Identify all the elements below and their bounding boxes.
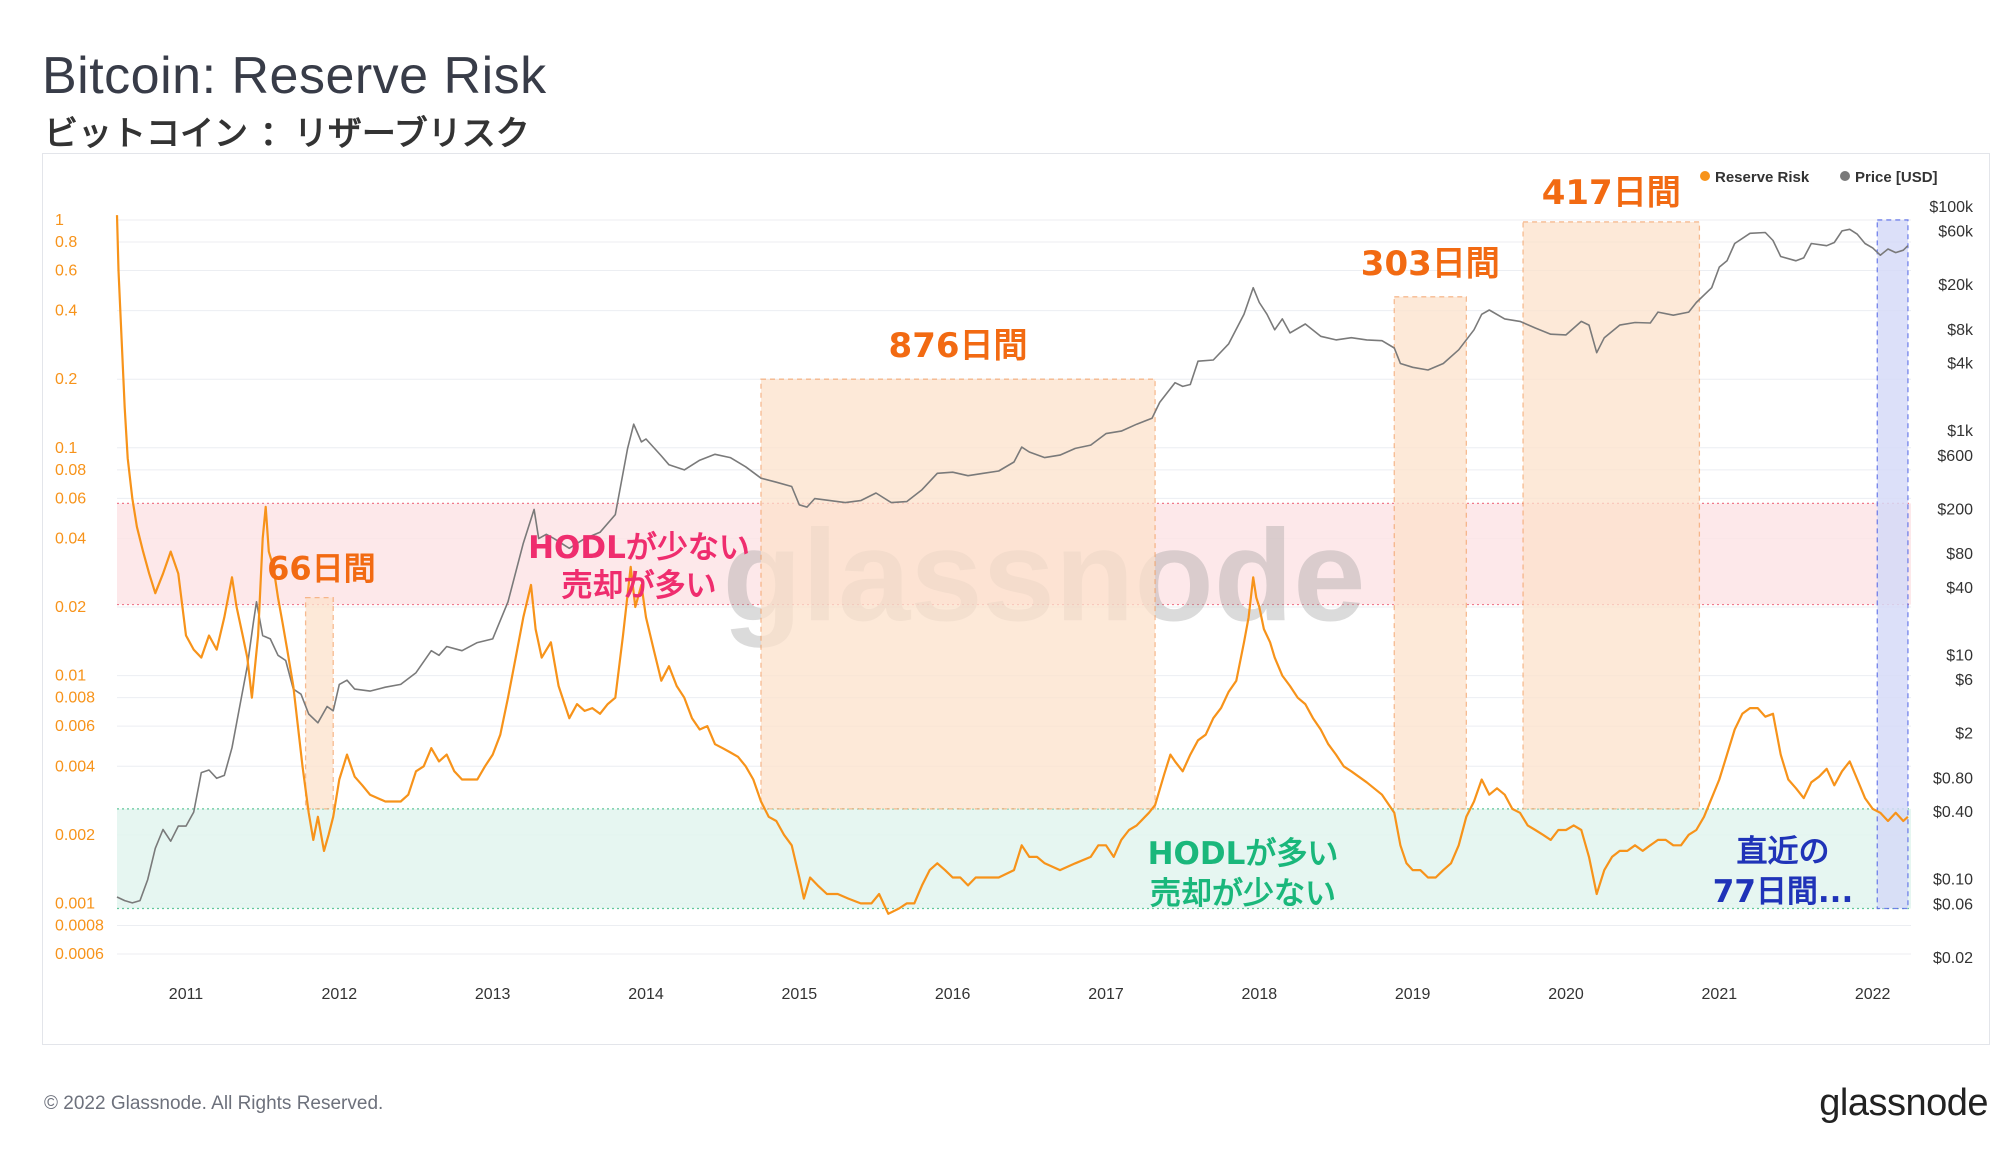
y-left-tick-label: 0.08 [55, 462, 86, 479]
y-left-tick-label: 0.006 [55, 718, 95, 735]
y-right-tick-label: $0.10 [1933, 872, 1973, 889]
y-left-tick-label: 0.2 [55, 371, 77, 388]
y-right-tick-label: $100k [1929, 199, 1974, 216]
brand-logo: glassnode [1819, 1082, 1988, 1124]
y-left-tick-label: 0.06 [55, 490, 86, 507]
high-zone-label-line: HODLが少ない [528, 530, 750, 566]
y-right-tick-label: $2 [1955, 726, 1973, 743]
x-tick-label: 2019 [1395, 986, 1431, 1003]
zone-low [117, 808, 1911, 909]
x-tick-label: 2011 [169, 986, 204, 1003]
y-right-tick-label: $0.06 [1933, 896, 1973, 913]
period-box [760, 378, 1156, 810]
y-right-tick-label: $80 [1946, 546, 1973, 563]
recent-period-label-line: 直近の [1737, 834, 1830, 870]
y-left-tick-label: 1 [55, 212, 64, 229]
x-tick-label: 2017 [1088, 986, 1124, 1003]
y-right-tick-label: $10 [1946, 647, 1973, 664]
recent-period-box [1876, 219, 1909, 910]
period-label: 303日間 [1361, 244, 1500, 284]
y-left-tick-label: 0.0008 [55, 917, 104, 934]
low-zone-label-line: 売却が少ない [1150, 876, 1336, 912]
y-right-tick-label: $8k [1947, 322, 1974, 339]
x-tick-label: 2016 [935, 986, 971, 1003]
x-tick-label: 2014 [628, 986, 664, 1003]
x-tick-label: 2020 [1548, 986, 1584, 1003]
y-right-tick-label: $0.80 [1933, 770, 1973, 787]
x-tick-label: 2013 [475, 986, 511, 1003]
legend-marker-price [1840, 171, 1850, 181]
period-box [1522, 221, 1701, 810]
y-right-tick-label: $0.02 [1933, 950, 1973, 967]
y-right-tick-label: $200 [1937, 501, 1973, 518]
y-left-tick-label: 0.4 [55, 303, 77, 320]
y-left-tick-label: 0.0006 [55, 946, 104, 963]
y-right-tick-label: $40 [1946, 580, 1973, 597]
legend-label-price: Price [USD] [1855, 169, 1938, 186]
x-tick-label: 2021 [1702, 986, 1738, 1003]
page-title: Bitcoin: Reserve Risk [42, 47, 547, 105]
y-left-tick-label: 0.01 [55, 668, 86, 685]
chart-frame: glassnode10.80.60.40.20.10.080.060.040.0… [42, 153, 1990, 1045]
legend: Reserve Risk Price [USD] [1700, 169, 1938, 186]
high-zone-label-line: 売却が多い [562, 568, 717, 604]
y-left-tick-label: 0.6 [55, 263, 77, 280]
y-right-tick-label: $600 [1937, 448, 1973, 465]
y-right-tick-label: $60k [1938, 224, 1974, 241]
period-label: 876日間 [889, 326, 1028, 366]
legend-marker-reserve-risk [1700, 171, 1710, 181]
x-tick-label: 2018 [1242, 986, 1278, 1003]
footer-copyright: © 2022 Glassnode. All Rights Reserved. [44, 1093, 384, 1114]
y-left-tick-label: 0.02 [55, 599, 86, 616]
y-left-tick-label: 0.04 [55, 530, 86, 547]
y-right-tick-label: $20k [1938, 277, 1974, 294]
reserve-risk-line [115, 215, 1909, 915]
x-tick-label: 2015 [782, 986, 818, 1003]
period-box [304, 596, 334, 810]
y-right-tick-label: $0.40 [1933, 804, 1973, 821]
y-right-tick-label: $6 [1955, 672, 1973, 689]
reserve-risk-chart: glassnode10.80.60.40.20.10.080.060.040.0… [55, 169, 1974, 1003]
y-left-tick-label: 0.1 [55, 440, 77, 457]
y-left-tick-label: 0.002 [55, 827, 95, 844]
period-label: 66日間 [267, 550, 376, 588]
y-right-tick-label: $4k [1947, 356, 1974, 373]
x-tick-label: 2022 [1855, 986, 1891, 1003]
period-box [1393, 296, 1467, 810]
y-left-tick-label: 0.8 [55, 234, 77, 251]
y-left-tick-label: 0.001 [55, 895, 95, 912]
recent-period-label-line: 77日間... [1713, 874, 1853, 910]
y-right-tick-label: $1k [1947, 423, 1974, 440]
y-left-tick-label: 0.008 [55, 690, 95, 707]
y-left-tick-label: 0.004 [55, 758, 95, 775]
low-zone-label-line: HODLが多い [1148, 836, 1339, 872]
page-subtitle: ビットコイン ：リザーブリスク [44, 114, 530, 154]
period-label: 417日間 [1542, 173, 1681, 213]
x-tick-label: 2012 [322, 986, 358, 1003]
legend-label-reserve-risk: Reserve Risk [1715, 169, 1810, 186]
price-line [116, 228, 1909, 904]
